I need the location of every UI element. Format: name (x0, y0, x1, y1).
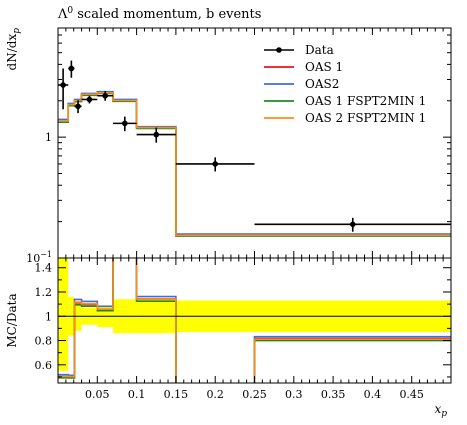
upper-frame (57, 27, 452, 259)
data-point (102, 92, 108, 99)
y-tick-label: 10−1 (26, 250, 52, 265)
ratio-line-series-2 (58, 258, 451, 383)
x-tick-label: 0.45 (399, 388, 424, 401)
legend-label-series-3: OAS 1 FSPT2MIN 1 (305, 94, 426, 108)
y-tick-label-exponent: −1 (40, 250, 52, 259)
ratio-panel: MC/Data 0.6 0.8 1 1.2 1.4 0.05 0.1 0.15 0.2 0.25 0.… (5, 257, 452, 419)
y-axis-label-sub: p (12, 28, 22, 34)
ratio-y-tick-label: 1.4 (35, 262, 53, 275)
chart-title-rest: scaled momentum, b events (73, 7, 261, 22)
data-point (153, 131, 160, 138)
ratio-y-axis-label: MC/Data (5, 293, 19, 347)
x-axis-label-text: x (434, 402, 441, 416)
legend-marker-data-point (276, 47, 282, 53)
ratio-series-group (58, 258, 451, 383)
chart-title-base: Λ (57, 7, 68, 22)
ratio-y-tick-label: 0.6 (35, 359, 53, 372)
chart-title-superscript: 0 (67, 6, 73, 16)
data-point (349, 221, 356, 228)
x-axis-label-sub: p (441, 409, 447, 419)
x-tick-label: 0.25 (242, 388, 267, 401)
x-tick-label: 0.4 (364, 388, 382, 401)
legend-label-series-1: OAS 1 (305, 60, 343, 74)
x-tick-label: 0.3 (285, 388, 303, 401)
x-tick-label: 0.35 (321, 388, 346, 401)
x-tick-label: 0.1 (128, 388, 146, 401)
data-point (86, 96, 93, 103)
chart-title-group: Λ0 scaled momentum, b events (57, 6, 261, 22)
ratio-line-series-4 (58, 258, 451, 383)
x-tick-label: 0.05 (85, 388, 110, 401)
ratio-line-series-3 (58, 258, 451, 383)
legend: Data OAS 1 OAS2 OAS 1 FSPT2MIN 1 OAS 2 FSPT2… (264, 43, 426, 125)
data-point (122, 120, 128, 127)
y-axis-label: dN/dxp (5, 28, 22, 71)
y-tick-label-base: 10 (26, 252, 40, 265)
y-axis-label-text: dN/dx (5, 34, 19, 71)
x-tick-label: 0.2 (206, 388, 224, 401)
y-tick-label-base: 1 (45, 131, 52, 144)
data-point (68, 65, 75, 72)
x-tick-label: 0.15 (164, 388, 189, 401)
ratio-uncertainty-band (58, 258, 69, 371)
legend-label-series-2: OAS2 (305, 77, 339, 91)
ratio-y-tick-label: 1.2 (35, 286, 53, 299)
legend-label-series-4: OAS 2 FSPT2MIN 1 (305, 111, 426, 125)
main-panel: dN/dxp 1 10−1 (5, 27, 452, 265)
y-tick-label: 1 (45, 131, 52, 144)
chart-title: Λ0 scaled momentum, b events (57, 6, 261, 22)
x-axis-label: xp (434, 402, 447, 419)
legend-label-data: Data (305, 43, 334, 57)
data-points-group (58, 60, 451, 232)
data-point (75, 103, 81, 110)
ratio-y-tick-label: 0.8 (35, 335, 53, 348)
data-point (212, 161, 218, 167)
data-point (60, 82, 66, 88)
ratio-y-tick-label: 1 (45, 310, 52, 323)
